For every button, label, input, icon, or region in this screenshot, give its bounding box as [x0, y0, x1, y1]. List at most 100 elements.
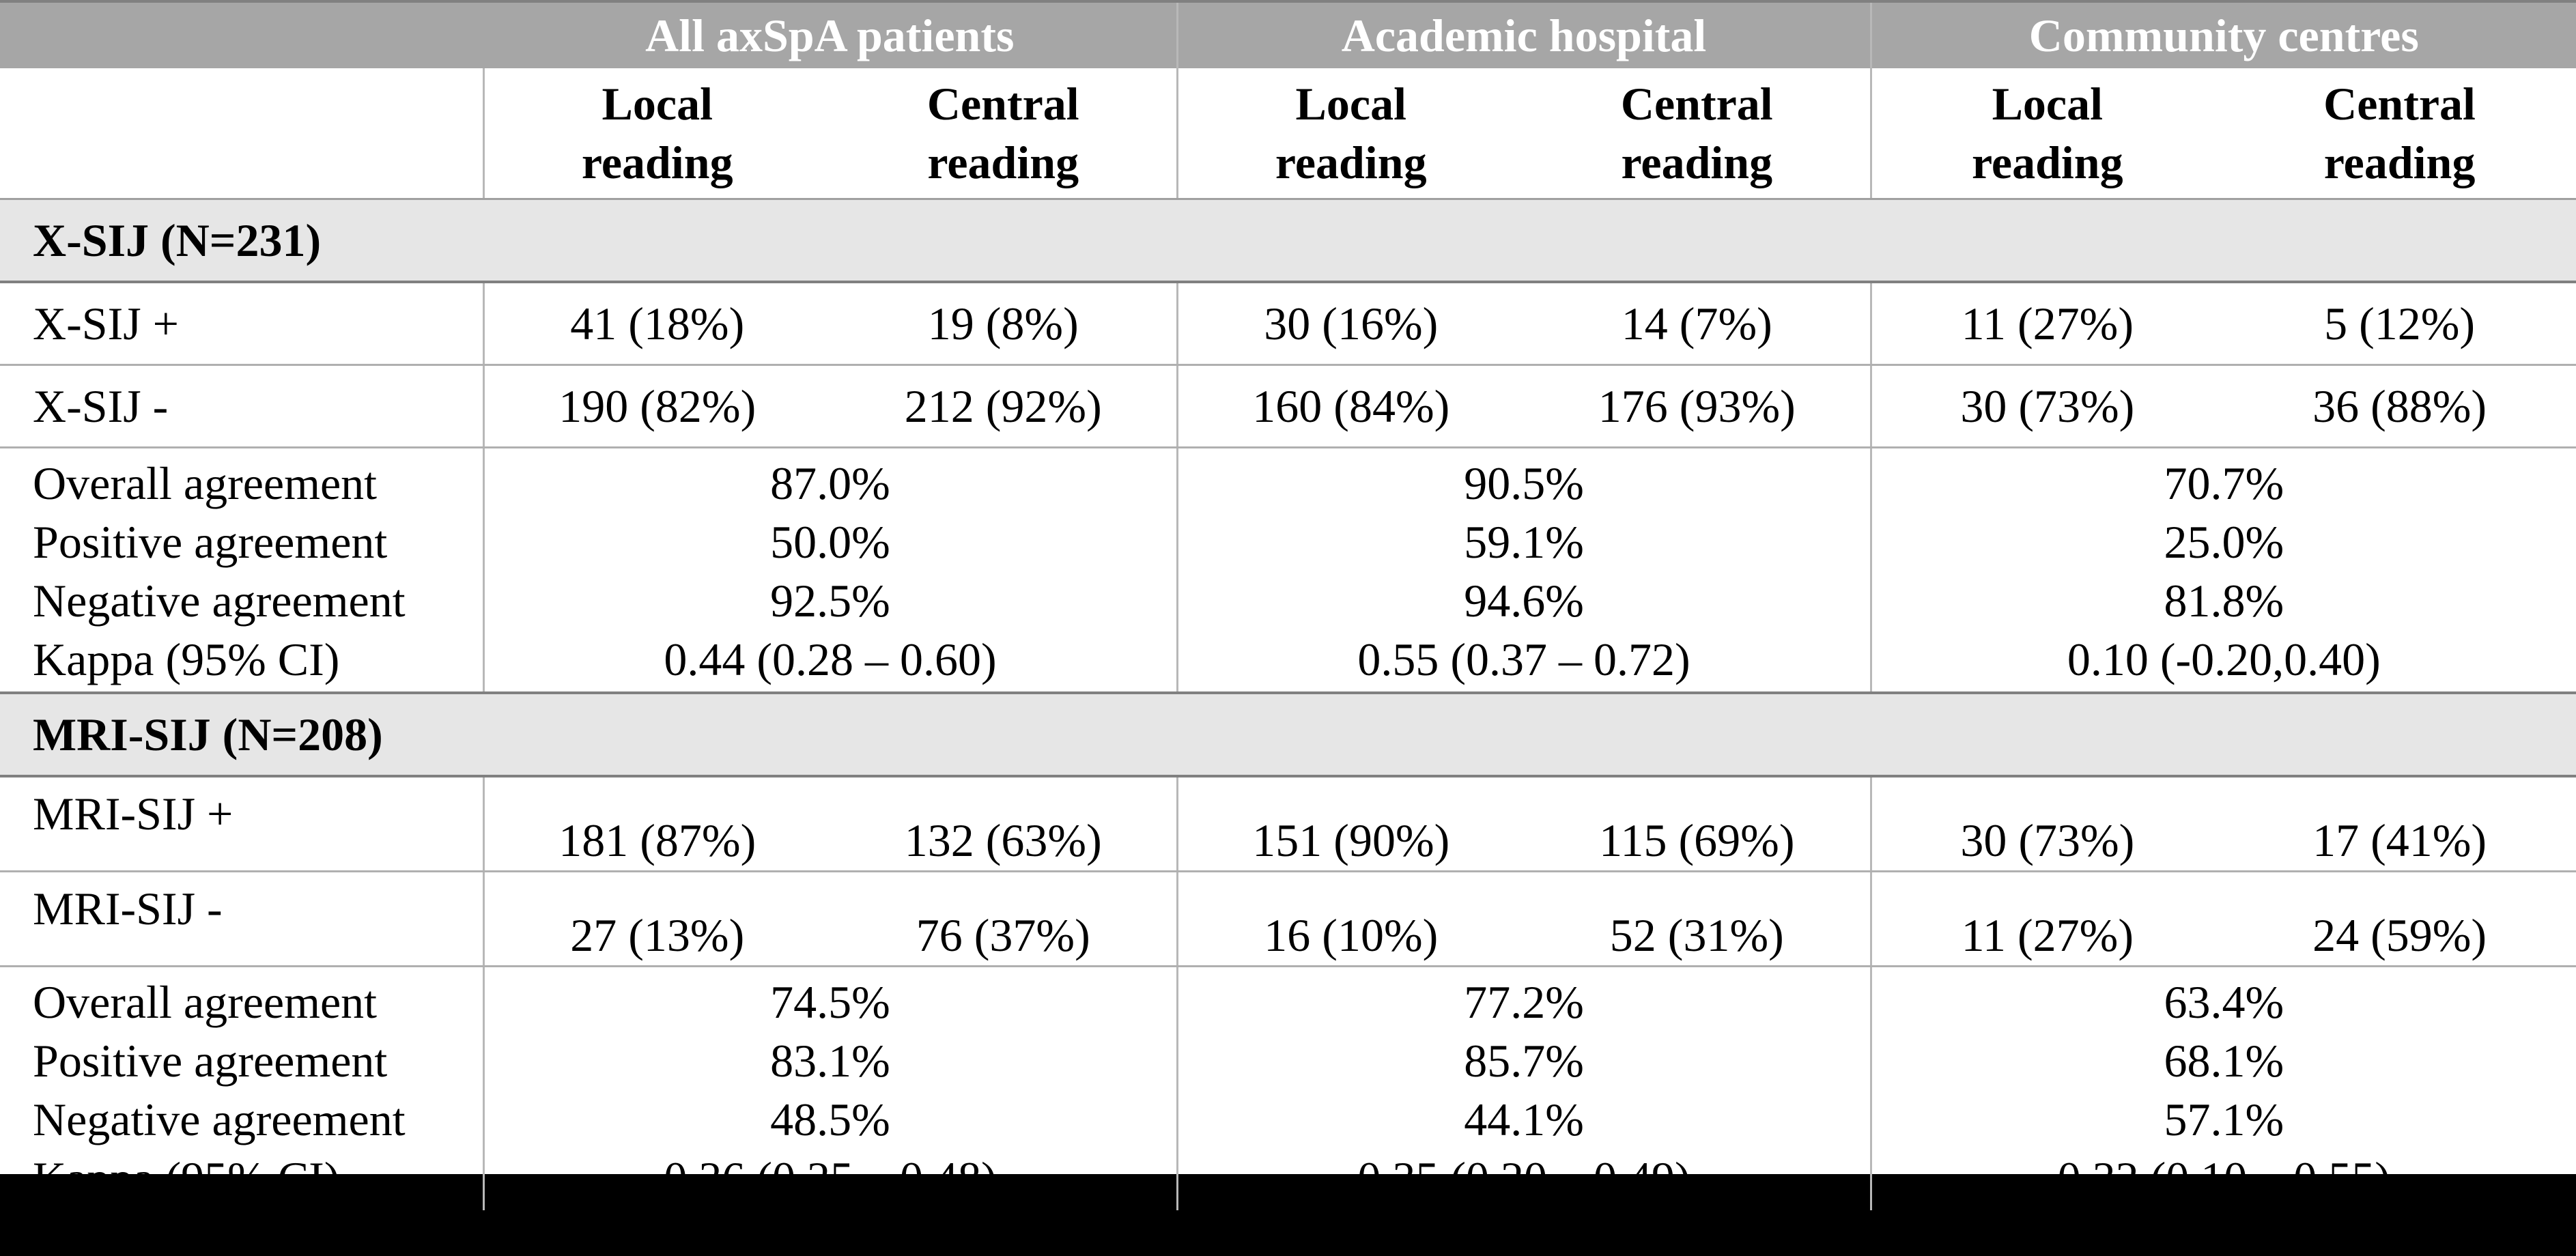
- stat-label: Positive agreement: [33, 1035, 388, 1087]
- sub-header-line2: reading: [1275, 137, 1427, 188]
- stats-labels: Overall agreement Positive agreement Neg…: [0, 447, 483, 694]
- stat-label: Negative agreement: [33, 1094, 406, 1145]
- stats-all: 87.0% 50.0% 92.5% 0.44 (0.28 – 0.60): [482, 447, 1178, 694]
- table-cell: 212 (92%): [830, 365, 1178, 448]
- sub-header-line1: Local: [1992, 78, 2103, 130]
- sub-header-cell: Local reading: [482, 68, 830, 200]
- stat-value: 0.32 (0.10 – 0.55): [2057, 1152, 2390, 1204]
- sub-header-line1: Local: [1295, 78, 1406, 130]
- sub-header-cell: Local reading: [1176, 68, 1525, 200]
- sub-header-line2: reading: [1621, 137, 1773, 188]
- table-cell: 151 (90%): [1176, 776, 1525, 872]
- stat-label: Positive agreement: [33, 516, 388, 568]
- table-cell: 24 (59%): [2223, 871, 2576, 967]
- table-cell: 181 (87%): [482, 776, 830, 872]
- sub-header-row: Local reading Central reading Local reading…: [0, 68, 2576, 200]
- stat-value: 48.5%: [770, 1094, 890, 1145]
- stat-value: 25.0%: [2164, 516, 2284, 568]
- table-cell: 14 (7%): [1524, 282, 1871, 366]
- table-cell: 27 (13%): [482, 871, 830, 967]
- table-cell: 16 (10%): [1176, 871, 1525, 967]
- stat-value: 83.1%: [770, 1035, 890, 1087]
- sub-header-line1: Central: [1620, 78, 1773, 130]
- stat-value: 50.0%: [770, 516, 890, 568]
- table-row: X-SIJ + 41 (18%) 19 (8%) 30 (16%) 14 (7%…: [0, 282, 2576, 366]
- table-cell: 17 (41%): [2223, 776, 2576, 872]
- stat-label: Overall agreement: [33, 976, 378, 1028]
- stat-label: Kappa (95% CI): [33, 1152, 340, 1204]
- stat-value: 87.0%: [770, 457, 890, 509]
- stat-value: 90.5%: [1464, 457, 1584, 509]
- table-cell: 5 (12%): [2223, 282, 2576, 366]
- sub-header-line2: reading: [2323, 137, 2476, 188]
- group-header-all: All axSpA patients: [483, 0, 1178, 68]
- table-cell: 19 (8%): [830, 282, 1178, 366]
- table-cell: 115 (69%): [1524, 776, 1871, 872]
- group-header-row: All axSpA patients Academic hospital Com…: [0, 0, 2576, 68]
- row-label: MRI-SIJ -: [0, 871, 483, 967]
- stat-value: 57.1%: [2164, 1094, 2284, 1145]
- row-label: MRI-SIJ +: [0, 776, 483, 872]
- group-header-academic: Academic hospital: [1176, 0, 1871, 68]
- stat-value: 63.4%: [2164, 976, 2284, 1028]
- table-cell: 30 (73%): [1869, 776, 2224, 872]
- table-row: MRI-SIJ - 27 (13%) 76 (37%) 16 (10%) 52 …: [0, 871, 2576, 967]
- stat-value: 94.6%: [1464, 575, 1584, 627]
- stat-value: 0.36 (0.25 – 0.48): [664, 1152, 997, 1204]
- sub-header-line1: Local: [601, 78, 713, 130]
- sub-header-line1: Central: [926, 78, 1079, 130]
- row-label: X-SIJ -: [0, 365, 483, 448]
- sub-header-cell: Central reading: [830, 68, 1178, 200]
- stat-value: 59.1%: [1464, 516, 1584, 568]
- sub-header-line2: reading: [1971, 137, 2123, 188]
- table-cell: 11 (27%): [1869, 282, 2224, 366]
- table-cell: 30 (16%): [1176, 282, 1525, 366]
- stat-label: Kappa (95% CI): [33, 633, 340, 685]
- sub-header-line1: Central: [2323, 78, 2476, 130]
- stat-label: Negative agreement: [33, 575, 406, 627]
- section-title: MRI-SIJ (N=208): [0, 691, 2576, 777]
- stats-academic: 77.2% 85.7% 44.1% 0.35 (0.20 – 0.49): [1176, 966, 1871, 1210]
- table-cell: 132 (63%): [830, 776, 1178, 872]
- stat-value: 0.10 (-0.20,0.40): [2067, 633, 2381, 685]
- table-page: All axSpA patients Academic hospital Com…: [0, 0, 2576, 1210]
- stats-community: 70.7% 25.0% 81.8% 0.10 (-0.20,0.40): [1869, 447, 2576, 694]
- stat-label: Overall agreement: [33, 457, 378, 509]
- table-cell: 41 (18%): [482, 282, 830, 366]
- stat-value: 81.8%: [2164, 575, 2284, 627]
- stats-row: Overall agreement Positive agreement Neg…: [0, 966, 2576, 1211]
- group-header-community: Community centres: [1869, 0, 2576, 68]
- sub-header-blank: [0, 68, 483, 200]
- agreement-table: All axSpA patients Academic hospital Com…: [0, 0, 2576, 1210]
- stat-value: 0.35 (0.20 – 0.49): [1357, 1152, 1690, 1204]
- table-cell: 190 (82%): [482, 365, 830, 448]
- table-cell: 176 (93%): [1524, 365, 1871, 448]
- sub-header-cell: Central reading: [1524, 68, 1871, 200]
- sub-header-line2: reading: [581, 137, 733, 188]
- stat-value: 68.1%: [2164, 1035, 2284, 1087]
- stats-academic: 90.5% 59.1% 94.6% 0.55 (0.37 – 0.72): [1176, 447, 1871, 694]
- table-cell: 36 (88%): [2223, 365, 2576, 448]
- table-cell: 76 (37%): [830, 871, 1178, 967]
- sub-header-cell: Local reading: [1869, 68, 2224, 200]
- section-row-mrisij: MRI-SIJ (N=208): [0, 691, 2576, 777]
- table-cell: 11 (27%): [1869, 871, 2224, 967]
- stat-value: 0.55 (0.37 – 0.72): [1357, 633, 1690, 685]
- section-title: X-SIJ (N=231): [0, 198, 2576, 283]
- stat-value: 77.2%: [1464, 976, 1584, 1028]
- stats-labels: Overall agreement Positive agreement Neg…: [0, 967, 483, 1211]
- stats-all: 74.5% 83.1% 48.5% 0.36 (0.25 – 0.48): [482, 966, 1178, 1210]
- table-row: X-SIJ - 190 (82%) 212 (92%) 160 (84%) 17…: [0, 365, 2576, 448]
- group-header-blank: [0, 0, 483, 68]
- table-cell: 160 (84%): [1176, 365, 1525, 448]
- sub-header-cell: Central reading: [2223, 68, 2576, 200]
- table-cell: 30 (73%): [1869, 365, 2224, 448]
- table-cell: 52 (31%): [1524, 871, 1871, 967]
- stat-value: 44.1%: [1464, 1094, 1584, 1145]
- table-row: MRI-SIJ + 181 (87%) 132 (63%) 151 (90%) …: [0, 776, 2576, 872]
- section-row-xsij: X-SIJ (N=231): [0, 198, 2576, 283]
- stat-value: 0.44 (0.28 – 0.60): [664, 633, 997, 685]
- stats-row: Overall agreement Positive agreement Neg…: [0, 447, 2576, 694]
- row-label: X-SIJ +: [0, 282, 483, 366]
- stat-value: 85.7%: [1464, 1035, 1584, 1087]
